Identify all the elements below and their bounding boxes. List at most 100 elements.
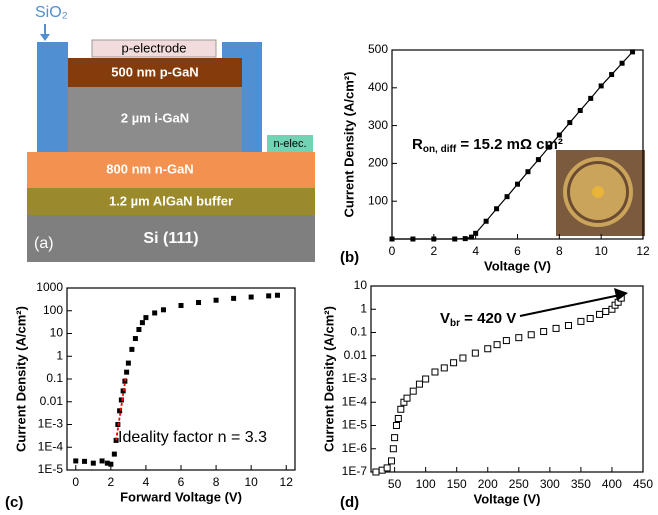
data-point — [423, 376, 429, 382]
data-point — [100, 459, 104, 463]
annotation: Ron, diff = 15.2 mΩ cm² — [412, 136, 563, 155]
y-tick-label: 0.01 — [344, 348, 368, 362]
photo-dot — [592, 186, 604, 198]
data-point — [126, 361, 130, 365]
annotation-main: R — [412, 136, 423, 153]
data-point — [587, 316, 593, 322]
y-tick-label: 1E-5 — [38, 462, 64, 476]
x-tick-label: 2 — [430, 244, 437, 258]
panel-label: (b) — [340, 249, 359, 266]
x-tick-label: 350 — [571, 477, 591, 491]
x-axis-label: Voltage (V) — [484, 258, 551, 273]
x-tick-label: 100 — [416, 477, 436, 491]
sio2-arrowhead — [40, 34, 50, 41]
data-point — [553, 325, 559, 331]
annotation: Vbr = 420 V — [440, 310, 516, 329]
y-tick-label: 1E-3 — [342, 371, 368, 385]
p-gan-label: 500 nm p-GaN — [111, 64, 198, 79]
y-tick-label: 0.1 — [350, 325, 367, 339]
data-point — [568, 121, 572, 125]
p-electrode-label: p-electrode — [121, 40, 186, 55]
y-tick-label: 300 — [368, 118, 388, 132]
x-tick-label: 12 — [280, 475, 294, 489]
x-axis-label: Forward Voltage (V) — [120, 489, 242, 504]
data-point — [516, 335, 522, 341]
data-point — [83, 459, 87, 463]
data-point — [578, 318, 584, 324]
data-point — [597, 311, 603, 317]
data-point — [589, 96, 593, 100]
data-point — [463, 237, 467, 241]
sio2-left — [37, 42, 68, 152]
x-tick-label: 200 — [478, 477, 498, 491]
data-point — [451, 360, 457, 366]
y-axis-label: Current Density (A/cm²) — [341, 72, 356, 218]
n-elec-label: n-elec. — [273, 138, 306, 150]
data-point — [398, 406, 404, 412]
y-tick-label: 10 — [354, 278, 368, 292]
x-tick-label: 250 — [509, 477, 529, 491]
x-tick-label: 400 — [602, 477, 622, 491]
data-point — [610, 73, 614, 77]
data-point — [526, 170, 530, 174]
data-point — [74, 459, 78, 463]
x-tick-label: 4 — [143, 475, 150, 489]
data-point — [472, 350, 478, 356]
data-point — [91, 461, 95, 465]
x-tick-label: 6 — [178, 475, 185, 489]
x-tick-label: 8 — [556, 244, 563, 258]
y-tick-label: 1E-4 — [342, 394, 368, 408]
x-tick-label: 8 — [213, 475, 220, 489]
annotation-sub: br — [450, 318, 460, 329]
x-tick-label: 0 — [72, 475, 79, 489]
y-tick-label: 500 — [368, 42, 388, 56]
data-point — [161, 308, 165, 312]
data-point — [395, 416, 401, 422]
data-point — [432, 369, 438, 375]
panel-label: (a) — [34, 235, 54, 252]
data-point — [603, 309, 609, 315]
data-point — [137, 327, 141, 331]
data-point — [214, 298, 218, 302]
data-point — [503, 338, 509, 344]
y-tick-label: 1E-6 — [342, 441, 368, 455]
data-point — [453, 237, 457, 241]
y-tick-label: 1 — [360, 301, 367, 315]
data-point — [416, 381, 422, 387]
y-axis-label: Current Density (A/cm²) — [13, 306, 28, 452]
data-point — [267, 294, 271, 298]
y-tick-label: 200 — [368, 156, 388, 170]
x-tick-label: 6 — [514, 244, 521, 258]
x-tick-label: 300 — [540, 477, 560, 491]
data-point — [232, 296, 236, 300]
data-point — [541, 329, 547, 335]
data-point — [197, 301, 201, 305]
device-diagram: Si (111) 1.2 µm AlGaN buffer 800 nm n-Ga… — [27, 4, 315, 262]
data-point — [494, 342, 500, 348]
sio2-label: SiO₂ — [35, 4, 68, 21]
data-point — [125, 370, 129, 374]
y-tick-label: 10 — [50, 326, 64, 340]
data-point — [179, 304, 183, 308]
data-point — [384, 465, 390, 471]
data-point — [484, 219, 488, 223]
figure: Si (111) 1.2 µm AlGaN buffer 800 nm n-Ga… — [0, 0, 658, 515]
annotation-rest: = 15.2 mΩ cm² — [456, 136, 563, 153]
data-point — [390, 237, 394, 241]
data-point — [275, 293, 279, 297]
data-point — [485, 346, 491, 352]
data-point — [495, 207, 499, 211]
buffer-label: 1.2 µm AlGaN buffer — [109, 193, 233, 208]
y-axis-label: Current Density (A/cm²) — [321, 306, 336, 452]
inset-photo — [556, 150, 645, 236]
data-point — [528, 332, 534, 338]
data-point — [392, 435, 398, 441]
x-tick-label: 2 — [108, 475, 115, 489]
data-point — [144, 316, 148, 320]
x-tick-label: 150 — [447, 477, 467, 491]
data-point — [373, 469, 379, 475]
data-point — [112, 452, 116, 456]
data-point — [390, 446, 396, 452]
y-tick-label: 1E-4 — [38, 439, 64, 453]
